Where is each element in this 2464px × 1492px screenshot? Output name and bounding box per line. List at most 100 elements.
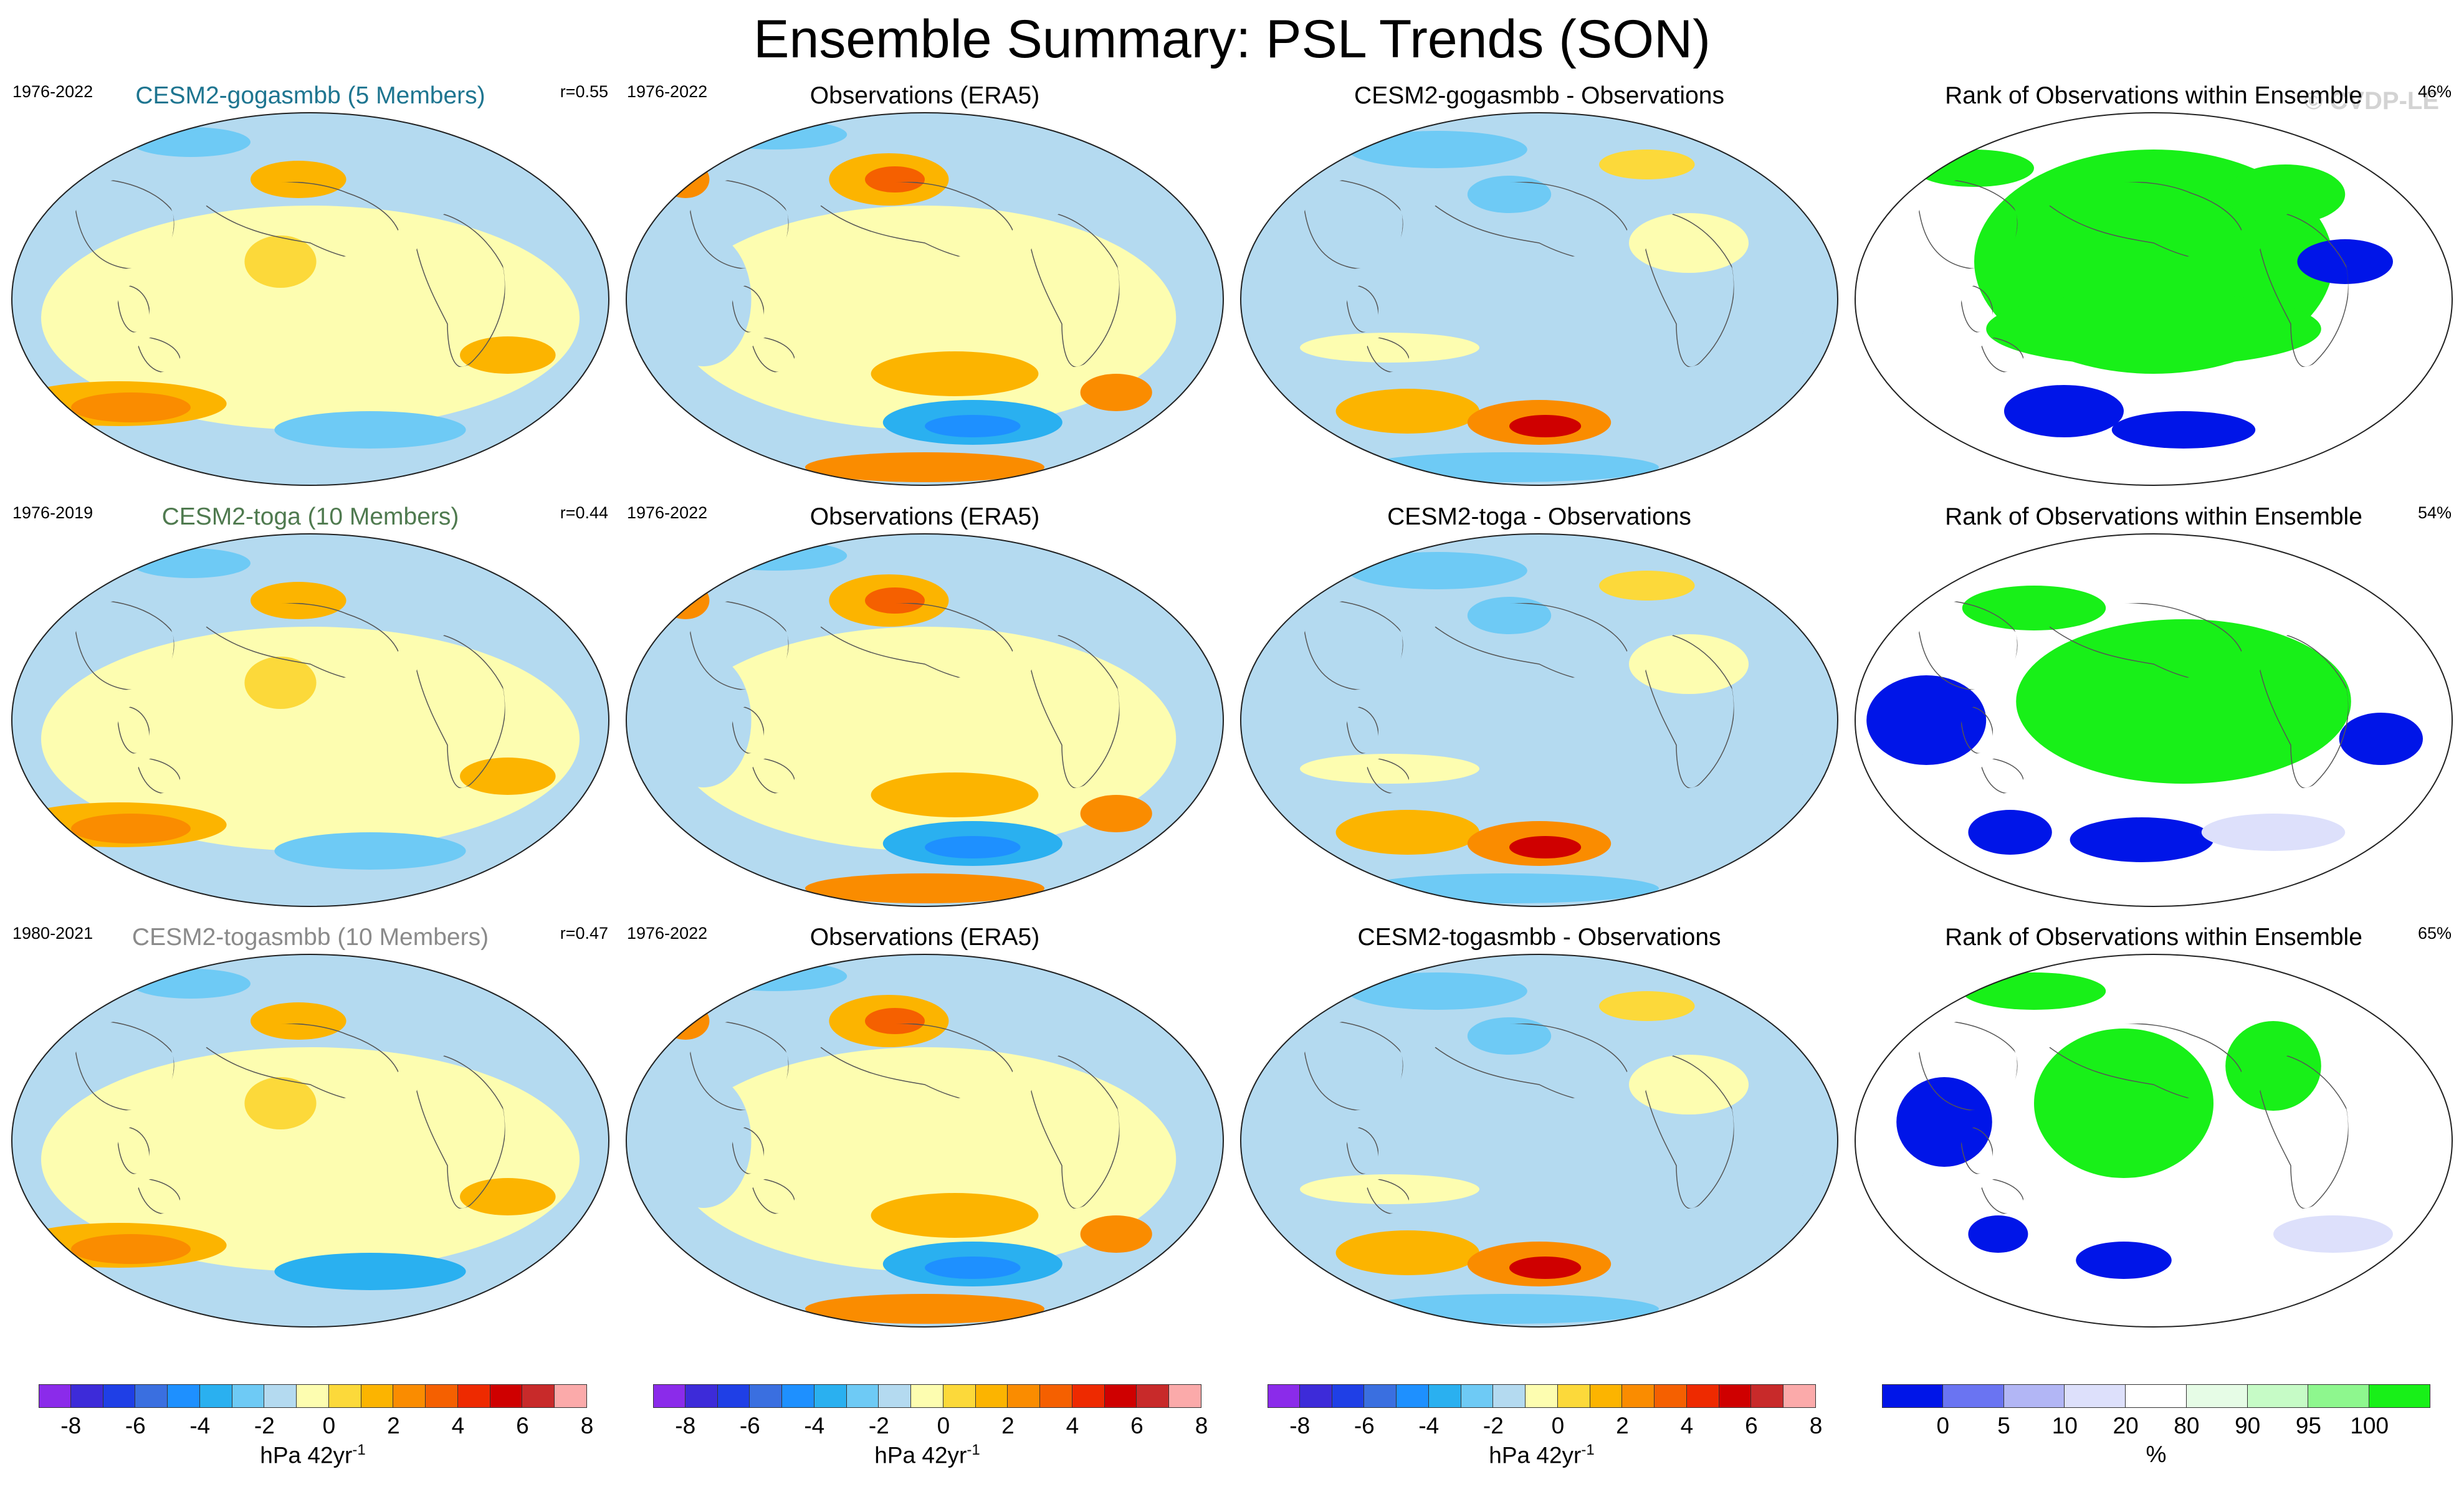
year-range: 1976-2022 — [627, 82, 708, 101]
colorbar-swatch — [1104, 1384, 1137, 1408]
contour-region — [2273, 1215, 2393, 1253]
year-range: 1976-2022 — [627, 924, 708, 943]
colorbar-tick-label: 8 — [580, 1413, 594, 1438]
colorbar-swatch — [457, 1384, 490, 1408]
panel-model-row3: CESM2-togasmbb (10 Members) 1980-2021 r=0.… — [11, 924, 609, 1328]
colorbar-unit: % — [2146, 1442, 2167, 1467]
colorbar-swatch — [168, 1384, 200, 1408]
colorbar-swatch — [264, 1384, 297, 1408]
colorbar-swatch — [297, 1384, 329, 1408]
contour-region — [1080, 795, 1152, 832]
colorbar-swatch — [2247, 1384, 2309, 1408]
coastline — [1024, 632, 1120, 789]
colorbar-tick-label: 100 — [2350, 1413, 2389, 1438]
colorbar-swatch — [1428, 1384, 1461, 1408]
colorbar-swatch — [490, 1384, 523, 1408]
panel-title: CESM2-toga (10 Members) — [161, 503, 459, 530]
contour-region — [1360, 873, 1659, 903]
contour-region — [2111, 411, 2256, 449]
coastline — [1639, 211, 1734, 368]
psl-colorbar: -8 -6 -4 -2 0 2 4 6 8 hPa 42yr-1 — [653, 1384, 1208, 1484]
panel-model-row2: CESM2-toga (10 Members) 1976-2019 r=0.44 — [11, 503, 609, 907]
unit-exponent: -1 — [352, 1442, 366, 1458]
contour-region — [2201, 814, 2346, 851]
contour-region — [1962, 972, 2106, 1010]
coastline — [2253, 1052, 2349, 1209]
colorbar-swatch — [1622, 1384, 1655, 1408]
colorbar-swatch — [685, 1384, 718, 1408]
contour-region — [871, 1193, 1039, 1238]
colorbar-tick-label: -6 — [739, 1413, 760, 1438]
colorbar-swatch — [2003, 1384, 2065, 1408]
contour-region — [1467, 176, 1552, 213]
contour-region — [656, 653, 752, 787]
colorbar-swatch — [1364, 1384, 1397, 1408]
colorbar-swatch — [1526, 1384, 1558, 1408]
contour-region — [274, 832, 466, 870]
contour-region — [805, 452, 1044, 482]
rank-colorbar: 0 5 10 20 80 90 95 100% — [1882, 1384, 2430, 1484]
colorbar-swatch — [555, 1384, 587, 1408]
contour-region — [2034, 1029, 2213, 1178]
contour-region — [925, 836, 1021, 858]
contour-region — [2339, 713, 2423, 765]
map-border — [1240, 533, 1838, 907]
map-border — [1855, 954, 2453, 1328]
contour-region — [1629, 634, 1749, 694]
contour-region — [925, 415, 1021, 437]
colorbar-tick-label: 8 — [1809, 1413, 1823, 1438]
rank-percent: 46% — [2417, 82, 2452, 101]
contour-region — [1866, 675, 1987, 765]
contour-region — [2076, 1242, 2172, 1279]
colorbar-swatch — [1008, 1384, 1041, 1408]
year-range: 1976-2022 — [627, 503, 708, 522]
coastline — [1024, 211, 1120, 368]
contour-region — [656, 232, 752, 366]
colorbar-tick-label: -2 — [1483, 1413, 1504, 1438]
map-border — [1240, 954, 1838, 1328]
contour-region — [460, 758, 556, 795]
map-border — [1240, 112, 1838, 486]
model-map — [11, 112, 609, 486]
colorbar-swatch — [750, 1384, 783, 1408]
panel-diff-row2: CESM2-toga - Observations — [1240, 503, 1838, 907]
colorbar-swatch — [975, 1384, 1008, 1408]
coastline — [410, 211, 505, 368]
rank-map — [1855, 112, 2453, 486]
colorbar-tick-label: -2 — [868, 1413, 889, 1438]
colorbar-swatch — [328, 1384, 361, 1408]
colorbar-tick-label: 4 — [1680, 1413, 1694, 1438]
contour-region — [2225, 164, 2346, 224]
colorbar-tick-label: 2 — [1616, 1413, 1629, 1438]
panel-title: Observations (ERA5) — [809, 82, 1040, 109]
model-map — [11, 533, 609, 907]
colorbar-tick-label: -8 — [1289, 1413, 1311, 1438]
colorbar-swatch — [361, 1384, 394, 1408]
colorbar-swatch — [1655, 1384, 1687, 1408]
unit-exponent: -1 — [967, 1442, 980, 1458]
contour-region — [656, 1073, 752, 1208]
panel-rank-row3: Rank of Observations within Ensemble 65% — [1855, 924, 2453, 1328]
colorbar-swatch — [1268, 1384, 1300, 1408]
colorbar-swatch — [1072, 1384, 1105, 1408]
panel-title: Rank of Observations within Ensemble — [1945, 924, 2362, 951]
colorbar-swatch — [1493, 1384, 1526, 1408]
colorbar-swatch — [1299, 1384, 1332, 1408]
map-border — [626, 533, 1224, 907]
panel-title: CESM2-togasmbb - Observations — [1357, 924, 1721, 951]
contour-region — [703, 961, 848, 991]
contour-region — [1896, 1077, 1992, 1167]
contour-region — [1264, 601, 1815, 840]
colorbar-tick-label: 80 — [2174, 1413, 2200, 1438]
contour-region — [673, 206, 1177, 430]
colorbar-unit: hPa 42yr-1 — [260, 1442, 365, 1468]
colorbar-swatch — [1686, 1384, 1719, 1408]
contour-region — [661, 161, 710, 198]
obs-map — [626, 112, 1224, 486]
contour-region — [2225, 1021, 2321, 1111]
colorbar-swatch — [1590, 1384, 1623, 1408]
colorbar-swatch — [1040, 1384, 1072, 1408]
figure-title: Ensemble Summary: PSL Trends (SON) — [753, 9, 1711, 69]
contour-region — [1335, 810, 1479, 855]
map-border — [626, 954, 1224, 1328]
